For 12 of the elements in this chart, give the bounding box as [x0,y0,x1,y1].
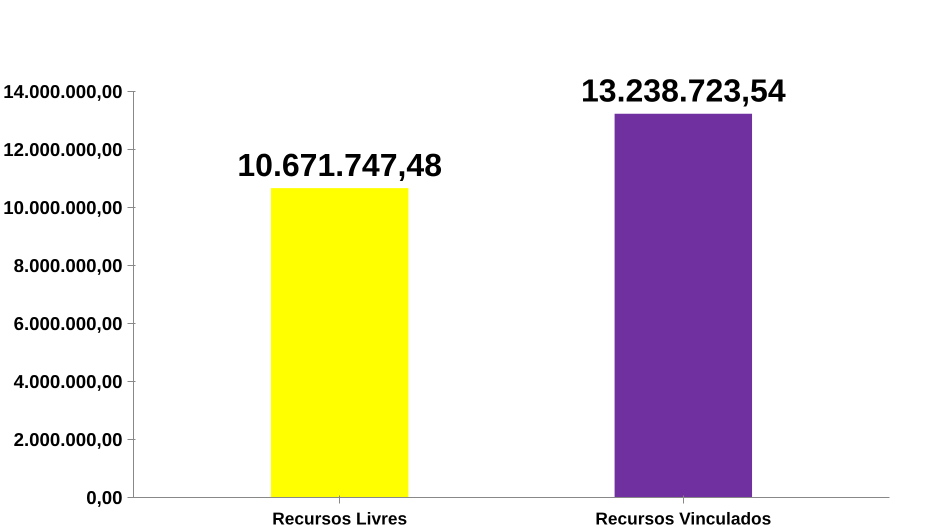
y-tick-label: 4.000.000,00 [14,371,123,392]
y-tick-label: 6.000.000,00 [14,313,123,334]
y-tick-label: 0,00 [86,487,122,508]
y-tick-label: 14.000.000,00 [3,81,123,102]
x-tick-label: Recursos Vinculados [595,508,772,528]
data-label: 13.238.723,54 [581,72,786,109]
y-tick-label: 2.000.000,00 [14,429,123,450]
data-label: 10.671.747,48 [237,147,442,184]
y-tick-label: 10.000.000,00 [3,197,123,218]
x-tick-label: Recursos Livres [272,508,408,528]
y-tick-label: 12.000.000,00 [3,139,123,160]
y-tick-label: 8.000.000,00 [14,255,123,276]
